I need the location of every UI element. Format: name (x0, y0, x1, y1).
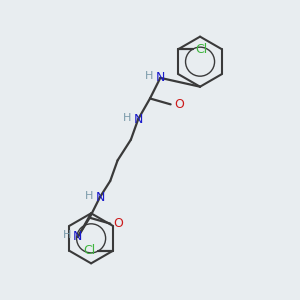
Text: Cl: Cl (195, 43, 207, 56)
Text: H: H (123, 112, 131, 123)
Text: H: H (145, 71, 153, 81)
Text: O: O (113, 217, 123, 230)
Text: N: N (73, 230, 83, 243)
Text: O: O (174, 98, 184, 111)
Text: H: H (85, 190, 93, 201)
Text: N: N (95, 190, 105, 204)
Text: H: H (62, 230, 71, 240)
Text: N: N (156, 71, 165, 84)
Text: N: N (134, 112, 143, 126)
Text: Cl: Cl (83, 244, 96, 257)
